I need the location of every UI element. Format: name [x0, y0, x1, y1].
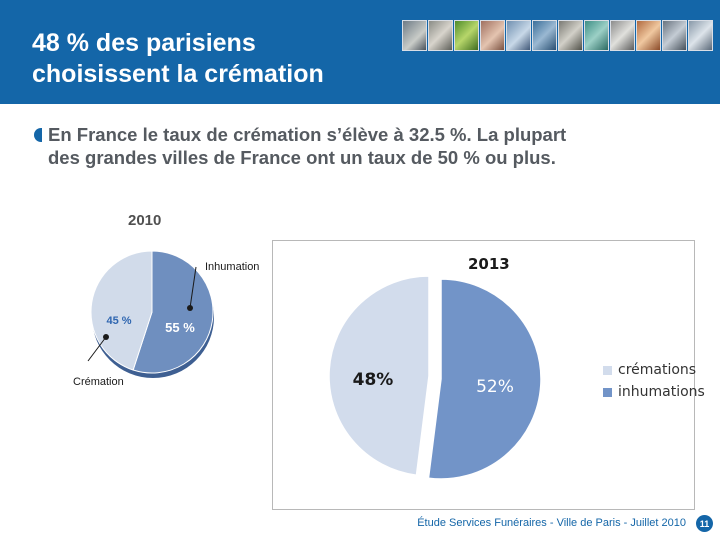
face-photo-10 [636, 20, 661, 51]
chart-2010-leader-cremation [87, 336, 107, 362]
chart-2013-slice-group-inhumations [427, 278, 542, 480]
chart-2013-label-cremations: 48% [353, 370, 394, 390]
footer-source: Étude Services Funéraires - Ville de Par… [417, 517, 686, 529]
face-photo-8 [584, 20, 609, 51]
page-title-line-2: choisissent la crémation [32, 60, 324, 88]
face-photo-9 [610, 20, 635, 51]
chart-2010-callout-inhumation: Inhumation [205, 261, 260, 273]
chart-2010-callout-cremation: Crémation [73, 376, 124, 388]
legend-item-inhumations: inhumations [603, 381, 705, 403]
legend-item-cremations: crémations [603, 359, 705, 381]
face-photo-7 [558, 20, 583, 51]
bullet-marker-icon [34, 128, 42, 142]
chart-2010-label-cremation: 45 % [106, 315, 131, 327]
page-number-badge: 11 [696, 515, 713, 532]
chart-2013-pie: 52% 48% [328, 275, 542, 480]
face-photo-12 [688, 20, 713, 51]
chart-2010-leader-dot-cremation [103, 334, 109, 340]
bullet-text-line-2: des grandes villes de France ont un taux… [48, 147, 556, 168]
face-photo-6 [532, 20, 557, 51]
chart-2010-slice-crémation [90, 250, 153, 371]
face-photo-1 [402, 20, 427, 51]
face-photo-3 [454, 20, 479, 51]
legend-label-inhumations: inhumations [618, 384, 705, 400]
chart-2010-leader-dot-inhumation [187, 305, 193, 311]
chart-2010-pie: 55 % 45 % [87, 250, 214, 378]
legend-swatch-cremations [603, 365, 612, 375]
page-title-line-1: 48 % des parisiens [32, 29, 256, 57]
chart-2013-label-inhumations: 52% [476, 377, 514, 397]
legend-swatch-inhumations [603, 387, 612, 397]
page-title: 48 % des parisiens choisissent la crémat… [32, 28, 372, 90]
chart-2013-slice-crémations [328, 275, 430, 477]
chart-2013-frame: 52% 48% 2013 crémations inhumations [272, 240, 705, 510]
chart-2013-slice-inhumations [427, 278, 542, 480]
bullet-text: En France le taux de crémation s’élève à… [48, 123, 698, 169]
bullet-text-line-1: En France le taux de crémation s’élève à… [48, 124, 567, 145]
legend-label-cremations: crémations [618, 362, 697, 378]
chart-2013-title: 2013 [468, 255, 510, 273]
photo-strip [402, 20, 713, 51]
face-photo-5 [506, 20, 531, 51]
chart-2010-title: 2010 [128, 212, 162, 229]
header-banner: 48 % des parisiens choisissent la crémat… [0, 0, 720, 104]
face-photo-11 [662, 20, 687, 51]
chart-2010-slice-inhumation [132, 250, 214, 374]
chart-2013-legend: crémations inhumations [603, 359, 705, 403]
chart-2013-slice-group-crémations [328, 275, 430, 477]
face-photo-2 [428, 20, 453, 51]
face-photo-4 [480, 20, 505, 51]
chart-2010-label-inhumation: 55 % [165, 320, 195, 335]
chart-2010-leader-inhumation [189, 266, 197, 309]
